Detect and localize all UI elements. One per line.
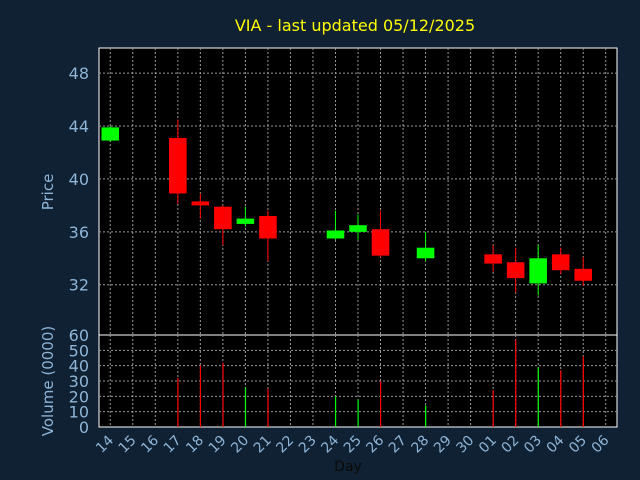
volume-bar [334, 396, 337, 427]
price-y-tick-label: 36 [69, 223, 89, 242]
candle-body [101, 127, 120, 141]
volume-bar [244, 387, 247, 427]
candle-body [191, 201, 210, 206]
candle-body [506, 262, 525, 279]
volume-bars [177, 339, 584, 427]
volume-y-tick-label: 20 [69, 387, 89, 406]
x-tick-labels: 1415161718192021222324252627282930010203… [93, 432, 612, 456]
volume-bar [267, 388, 269, 427]
candle-body [349, 225, 367, 232]
candle-body [259, 215, 277, 239]
candles [101, 119, 593, 296]
volume-bar [425, 405, 427, 427]
volume-bar [177, 377, 179, 427]
volume-bar [492, 390, 494, 427]
candle-body [551, 254, 570, 271]
volume-bar [537, 367, 539, 427]
candle-body [416, 247, 435, 259]
candle-body [484, 254, 502, 264]
volume-bar [357, 399, 359, 427]
volume-bar [582, 356, 584, 427]
price-panel: 32 36 40 44 48 Price [39, 47, 618, 336]
volume-bar [199, 365, 202, 427]
volume-y-tick-label: 10 [69, 403, 89, 422]
candle-body [214, 206, 232, 230]
price-y-tick-label: 32 [69, 276, 89, 295]
price-y-tick-label: 40 [69, 170, 89, 189]
volume-y-tick-label: 30 [69, 372, 89, 391]
volume-y-tick-label: 50 [69, 341, 89, 360]
candle-body [326, 230, 345, 239]
volume-y-axis-title: Volume (0000) [39, 326, 57, 436]
volume-y-tick-label: 40 [69, 357, 89, 376]
price-y-tick-label: 44 [69, 117, 89, 136]
chart-title: VIA - last updated 05/12/2025 [235, 16, 475, 35]
candle-body [371, 229, 390, 256]
volume-bar [560, 370, 562, 427]
candle-body [529, 258, 547, 284]
volume-y-tick-label: 60 [69, 326, 89, 345]
candle-body [236, 218, 255, 224]
candle-body [169, 137, 187, 194]
candle-body [574, 268, 593, 281]
volume-bar [222, 362, 224, 427]
price-y-tick-labels: 32 36 40 44 48 [69, 64, 89, 295]
volume-bar [515, 339, 517, 427]
price-y-axis-title: Price [39, 174, 57, 211]
x-axis-title: Day [334, 459, 362, 475]
volume-y-tick-label: 0 [79, 418, 89, 437]
volume-bar [380, 381, 382, 427]
price-y-tick-label: 48 [69, 64, 89, 83]
